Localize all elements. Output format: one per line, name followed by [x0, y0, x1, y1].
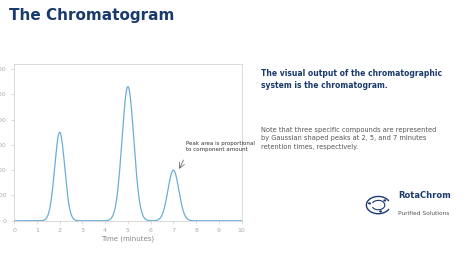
Circle shape	[383, 199, 386, 202]
Text: Note that three specific compounds are represented
by Gaussian shaped peaks at 2: Note that three specific compounds are r…	[261, 127, 437, 149]
Text: Purified Solutions: Purified Solutions	[398, 211, 449, 216]
Circle shape	[368, 202, 371, 205]
Circle shape	[379, 210, 382, 213]
Text: RotaChrom: RotaChrom	[398, 191, 451, 200]
Text: The Chromatogram: The Chromatogram	[9, 8, 175, 23]
Text: The visual output of the chromatographic
system is the chromatogram.: The visual output of the chromatographic…	[261, 69, 443, 90]
Text: Peak area is proportional
to component amount: Peak area is proportional to component a…	[186, 141, 255, 152]
X-axis label: Time (minutes): Time (minutes)	[101, 235, 155, 242]
